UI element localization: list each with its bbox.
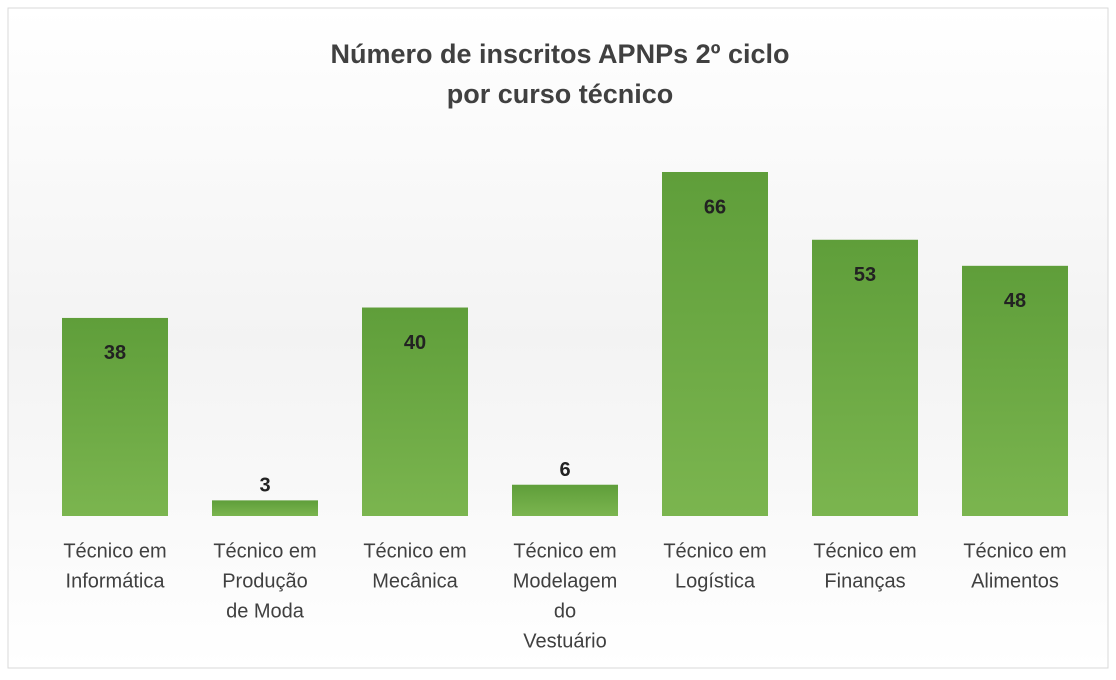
x-tick-label: Logística: [675, 570, 756, 592]
value-label: 40: [404, 332, 426, 354]
value-label: 48: [1004, 290, 1026, 312]
x-tick-label: Técnico em: [213, 540, 316, 562]
x-tick-label: Técnico em: [63, 540, 166, 562]
x-tick-label: Técnico em: [813, 540, 916, 562]
bar: [662, 172, 768, 516]
value-label: 53: [854, 264, 876, 286]
x-tick-label: Mecânica: [372, 570, 458, 592]
x-tick-label: Informática: [66, 570, 166, 592]
bar: [212, 500, 318, 516]
value-label: 38: [104, 342, 126, 364]
bar: [62, 317, 168, 516]
bar: [812, 239, 918, 516]
bar: [962, 265, 1068, 516]
value-label: 6: [559, 459, 570, 481]
x-tick-label: Vestuário: [523, 630, 606, 652]
x-tick-label: do: [554, 600, 576, 622]
bar: [362, 307, 468, 516]
bar: [512, 484, 618, 516]
x-tick-label: Alimentos: [971, 570, 1059, 592]
value-label: 3: [259, 475, 270, 497]
chart-title: por curso técnico: [447, 79, 674, 109]
chart-frame: [7, 7, 1109, 669]
x-tick-label: Técnico em: [963, 540, 1066, 562]
x-tick-label: Finanças: [824, 570, 905, 592]
x-tick-label: Produção: [222, 570, 308, 592]
chart-title: Número de inscritos APNPs 2º ciclo: [331, 39, 790, 69]
x-tick-label: Modelagem: [513, 570, 618, 592]
x-tick-label: Técnico em: [513, 540, 616, 562]
x-tick-label: Técnico em: [363, 540, 466, 562]
x-tick-label: Técnico em: [663, 540, 766, 562]
value-label: 66: [704, 196, 726, 218]
x-tick-label: de Moda: [226, 600, 305, 622]
